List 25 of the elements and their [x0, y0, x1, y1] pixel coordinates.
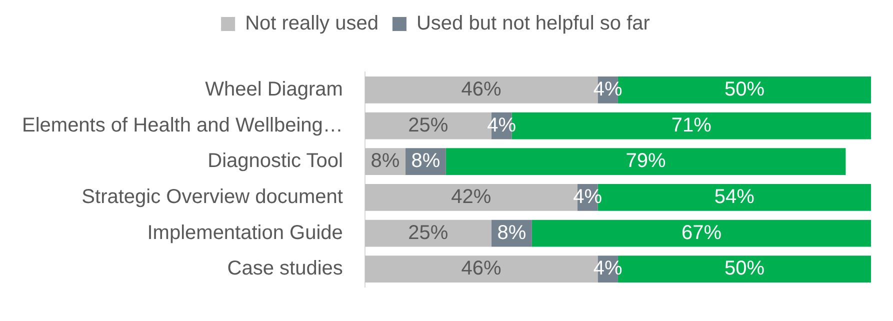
bar: [446, 148, 846, 176]
legend-label: Not really used: [245, 12, 378, 35]
data-label: 8%: [411, 150, 440, 172]
legend-label: Used but not helpful so far: [416, 12, 650, 35]
bar: [364, 220, 492, 247]
y-tick-label: Wheel Diagram: [205, 78, 343, 100]
y-tick-label: Diagnostic Tool: [208, 150, 343, 172]
y-tick-label: Case studies: [227, 258, 343, 280]
data-label: 50%: [724, 258, 765, 280]
data-label: 79%: [626, 150, 666, 172]
data-label: 25%: [408, 114, 448, 136]
y-tick-label: Implementation Guide: [147, 222, 343, 244]
data-label: 46%: [461, 258, 502, 280]
data-label: 71%: [671, 114, 712, 136]
data-label: 50%: [724, 78, 765, 100]
data-label: 54%: [714, 186, 755, 208]
y-tick-label: Elements of Health and Wellbeing…: [22, 114, 343, 136]
y-tick-label: Strategic Overview document: [82, 186, 344, 208]
data-label: 42%: [451, 186, 492, 208]
data-label: 46%: [461, 78, 502, 100]
data-label: 8%: [370, 150, 400, 172]
data-label: 8%: [497, 222, 526, 244]
data-label: 67%: [681, 222, 722, 244]
bar: [532, 220, 871, 247]
data-label: 25%: [408, 222, 448, 244]
